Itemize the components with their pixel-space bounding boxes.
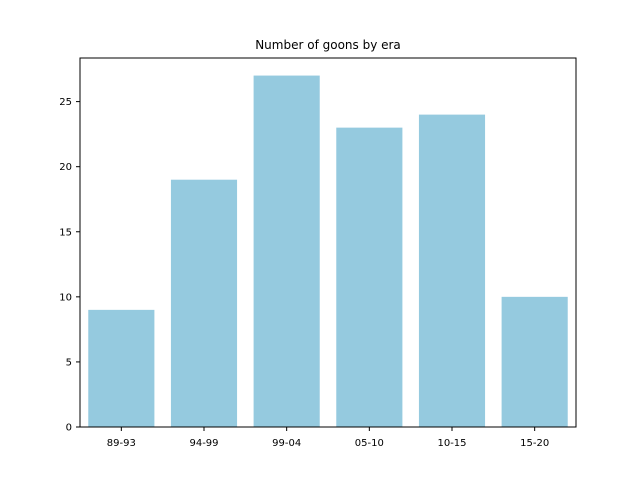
bar-99-04 bbox=[253, 75, 320, 427]
x-tick-label: 15-20 bbox=[520, 438, 549, 449]
y-tick-label: 10 bbox=[59, 292, 72, 303]
y-tick-label: 0 bbox=[66, 423, 72, 434]
y-tick-label: 15 bbox=[59, 227, 72, 238]
y-tick-label: 5 bbox=[66, 357, 72, 368]
bars-group bbox=[88, 75, 568, 428]
plot-frame bbox=[79, 57, 577, 428]
bar-89-93 bbox=[88, 309, 155, 427]
x-tick-label: 89-93 bbox=[107, 438, 136, 449]
x-tick-label: 05-10 bbox=[355, 438, 384, 449]
x-tick-label: 99-04 bbox=[272, 438, 301, 449]
bar-05-10 bbox=[336, 127, 403, 427]
y-tick-label: 25 bbox=[59, 97, 72, 108]
bar-94-99 bbox=[170, 179, 238, 427]
y-axis-ticks: 0 5 10 15 20 25 bbox=[59, 97, 80, 434]
bar-15-20 bbox=[501, 296, 568, 427]
x-tick-label: 10-15 bbox=[437, 438, 466, 449]
chart-title: Number of goons by era bbox=[255, 38, 401, 52]
y-tick-label: 20 bbox=[59, 162, 72, 173]
x-tick-label: 94-99 bbox=[189, 438, 218, 449]
x-axis-ticks: 89-93 94-99 99-04 05-10 10-15 15-20 bbox=[107, 427, 549, 449]
bar-10-15 bbox=[418, 114, 486, 428]
